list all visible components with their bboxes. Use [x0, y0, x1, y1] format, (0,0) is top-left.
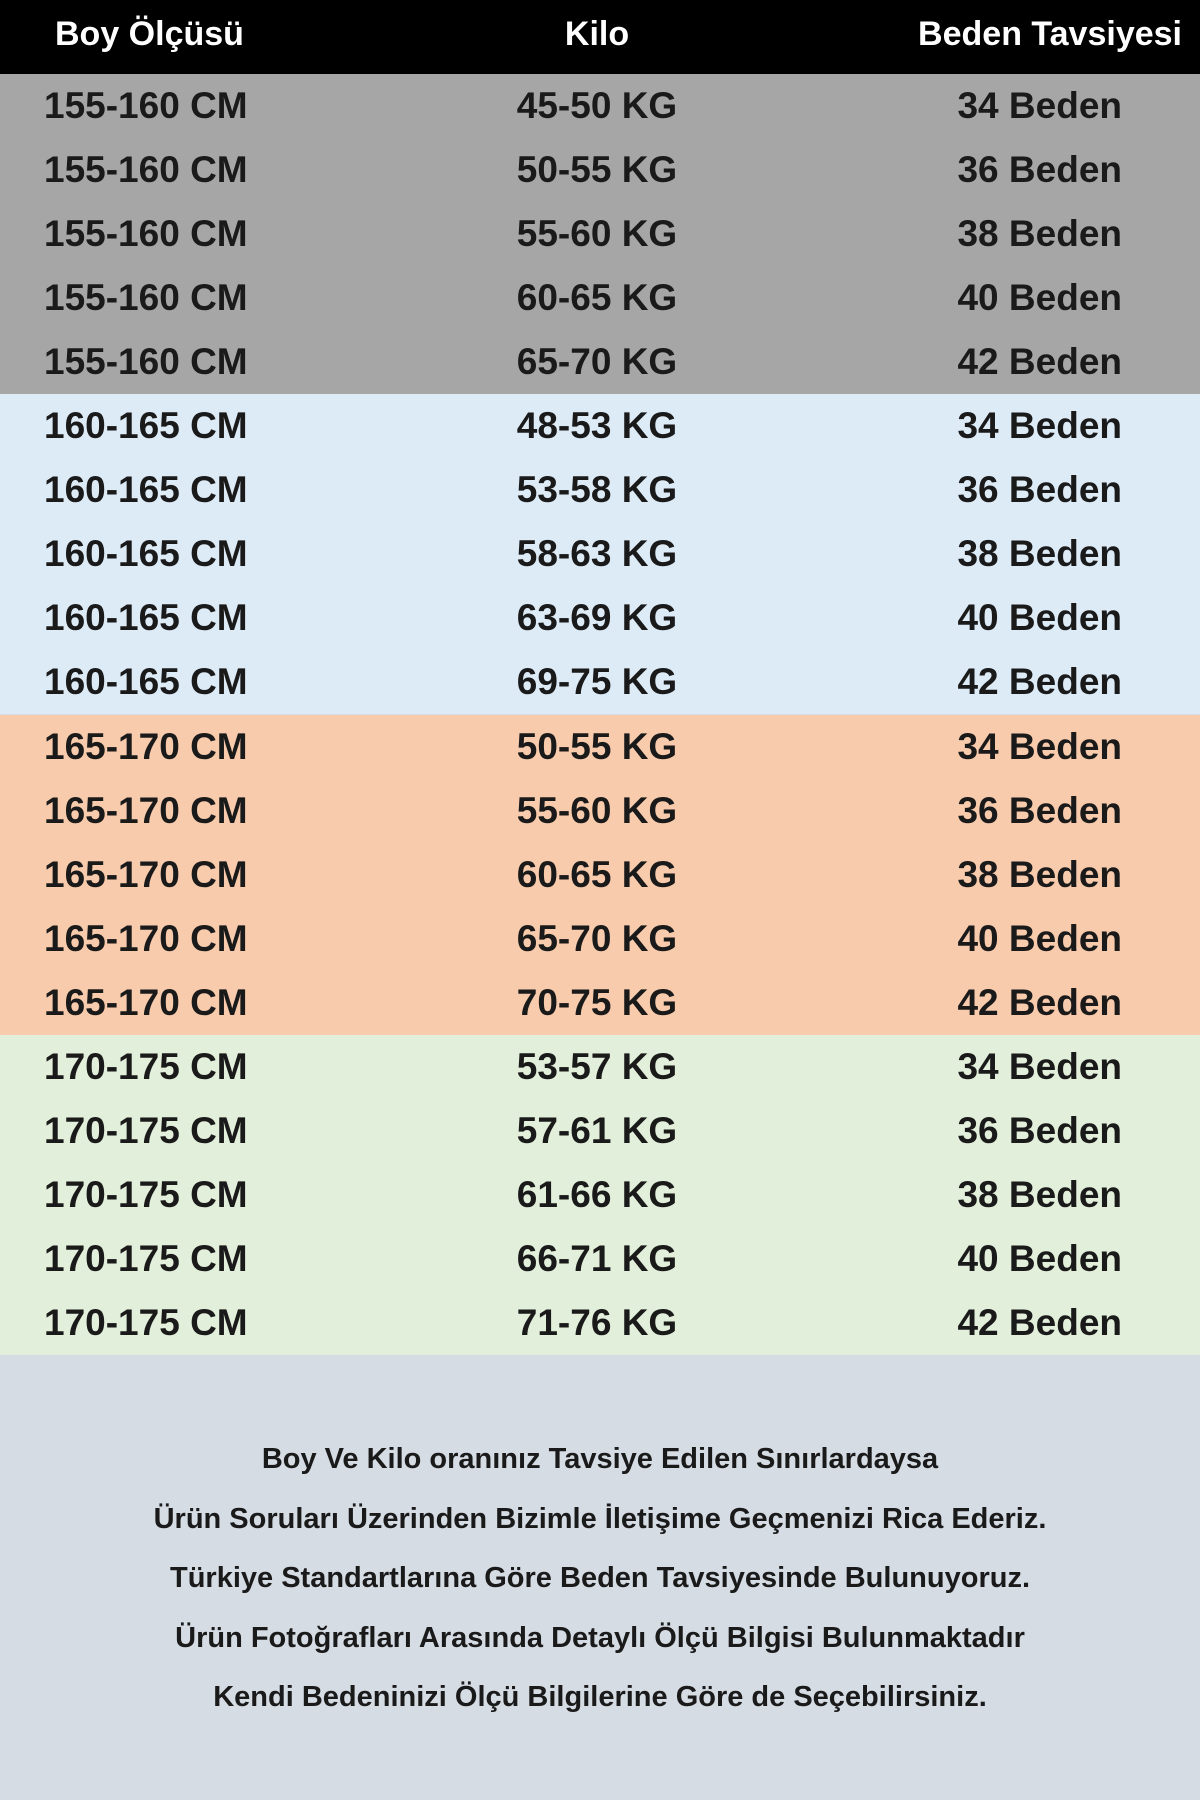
table-cell: 34 Beden: [957, 1045, 1122, 1087]
footer-line: Ürün Fotoğrafları Arasında Detaylı Ölçü …: [175, 1621, 1025, 1654]
table-cell: 38 Beden: [957, 213, 1122, 255]
table-cell: 40 Beden: [957, 917, 1122, 959]
table-cell: 170-175 CM: [44, 1045, 248, 1087]
header-cell: Boy Ölçüsü: [55, 15, 244, 53]
table-row: 170-175 CM 53-57 KG 34 Beden: [0, 1034, 1200, 1099]
header-cell: Beden Tavsiyesi: [918, 15, 1182, 53]
table-cell: 61-66 KG: [516, 1173, 678, 1215]
table-cell: 40 Beden: [957, 277, 1122, 319]
table-cell: 165-170 CM: [44, 981, 248, 1023]
table-cell: 165-170 CM: [44, 853, 248, 895]
table-cell: 155-160 CM: [44, 213, 248, 255]
table-cell: 155-160 CM: [44, 341, 248, 383]
table-cell: 60-65 KG: [516, 853, 678, 895]
table-cell: 36 Beden: [957, 789, 1122, 831]
table-row: 155-160 CM 65-70 KG 42 Beden: [0, 330, 1200, 395]
table-cell: 160-165 CM: [44, 597, 248, 639]
table-cell: 160-165 CM: [44, 661, 248, 703]
table-cell: 160-165 CM: [44, 533, 248, 575]
table-row: 170-175 CM 61-66 KG 38 Beden: [0, 1162, 1200, 1227]
table-row: 155-160 CM 60-65 KG 40 Beden: [0, 266, 1200, 331]
table-row: 170-175 CM 57-61 KG 36 Beden: [0, 1098, 1200, 1163]
table-cell: 160-165 CM: [44, 405, 248, 447]
table-cell: 55-60 KG: [516, 789, 678, 831]
table-cell: 48-53 KG: [516, 405, 678, 447]
table-cell: 45-50 KG: [516, 85, 678, 126]
table-cell: 40 Beden: [957, 1237, 1122, 1279]
table-row: 170-175 CM 71-76 KG 42 Beden: [0, 1290, 1200, 1355]
table-cell: 42 Beden: [957, 661, 1122, 703]
table-row: 160-165 CM 48-53 KG 34 Beden: [0, 394, 1200, 459]
table-row: 170-175 CM 66-71 KG 40 Beden: [0, 1226, 1200, 1291]
footer-line: Kendi Bedeninizi Ölçü Bilgilerine Göre d…: [213, 1681, 987, 1713]
table-row: 165-170 CM 70-75 KG 42 Beden: [0, 970, 1200, 1035]
table-cell: 38 Beden: [957, 533, 1122, 575]
table-cell: 65-70 KG: [516, 341, 678, 383]
table-cell: 60-65 KG: [516, 277, 678, 319]
table-row: 155-160 CM 50-55 KG 36 Beden: [0, 138, 1200, 203]
table-cell: 42 Beden: [957, 1301, 1122, 1343]
table-cell: 55-60 KG: [516, 213, 678, 255]
table-cell: 170-175 CM: [44, 1237, 248, 1279]
header-cell: Kilo: [564, 15, 630, 53]
table-row: 165-170 CM 65-70 KG 40 Beden: [0, 906, 1200, 971]
footer-line: Boy Ve Kilo oranınız Tavsiye Edilen Sını…: [261, 1443, 939, 1475]
table-cell: 36 Beden: [957, 149, 1122, 191]
table-cell: 165-170 CM: [44, 725, 248, 767]
table-row: 165-170 CM 55-60 KG 36 Beden: [0, 778, 1200, 843]
table-cell: 42 Beden: [957, 341, 1122, 383]
table-cell: 170-175 CM: [44, 1301, 248, 1343]
table-cell: 36 Beden: [957, 469, 1122, 511]
table-header: Boy Ölçüsü Kilo Beden Tavsiyesi: [0, 0, 1200, 74]
table-cell: 160-165 CM: [44, 469, 248, 511]
table-cell: 165-170 CM: [44, 789, 248, 831]
table-row: 160-165 CM 53-58 KG 36 Beden: [0, 458, 1200, 523]
table-cell: 155-160 CM: [44, 85, 248, 126]
table-cell: 170-175 CM: [44, 1173, 248, 1215]
table-cell: 40 Beden: [957, 597, 1122, 639]
table-cell: 50-55 KG: [516, 725, 678, 767]
table-row: 160-165 CM 63-69 KG 40 Beden: [0, 586, 1200, 651]
table-cell: 58-63 KG: [516, 533, 678, 575]
table-row: 155-160 CM 55-60 KG 38 Beden: [0, 202, 1200, 267]
table-cell: 34 Beden: [957, 85, 1122, 126]
table-cell: 57-61 KG: [516, 1109, 678, 1151]
table-cell: 66-71 KG: [516, 1237, 678, 1279]
table-cell: 70-75 KG: [516, 981, 678, 1023]
table-cell: 50-55 KG: [516, 149, 678, 191]
table-cell: 165-170 CM: [44, 917, 248, 959]
table-row: 160-165 CM 69-75 KG 42 Beden: [0, 650, 1200, 715]
table-row: 155-160 CM 45-50 KG 34 Beden: [0, 74, 1200, 138]
table-cell: 53-58 KG: [516, 469, 678, 511]
table-cell: 34 Beden: [957, 725, 1122, 767]
table-cell: 155-160 CM: [44, 277, 248, 319]
table-cell: 155-160 CM: [44, 149, 248, 191]
table-cell: 65-70 KG: [516, 917, 678, 959]
table-cell: 38 Beden: [957, 853, 1122, 895]
table-row: 160-165 CM 58-63 KG 38 Beden: [0, 522, 1200, 587]
table-row: 165-170 CM 60-65 KG 38 Beden: [0, 842, 1200, 907]
table-cell: 71-76 KG: [516, 1301, 678, 1343]
table-cell: 69-75 KG: [516, 661, 678, 703]
table-cell: 170-175 CM: [44, 1109, 248, 1151]
table-cell: 36 Beden: [957, 1109, 1122, 1151]
table-row: 165-170 CM 50-55 KG 34 Beden: [0, 714, 1200, 779]
footer-line: Türkiye Standartlarına Göre Beden Tavsiy…: [169, 1562, 1031, 1594]
table-cell: 53-57 KG: [516, 1045, 678, 1087]
table-cell: 38 Beden: [957, 1173, 1122, 1215]
table-cell: 34 Beden: [957, 405, 1122, 447]
footer-line: Ürün Soruları Üzerinden Bizimle İletişim…: [153, 1502, 1047, 1535]
table-cell: 42 Beden: [957, 981, 1122, 1023]
table-cell: 63-69 KG: [516, 597, 678, 639]
footer-note: Boy Ve Kilo oranınız Tavsiye Edilen Sını…: [0, 1355, 1200, 1800]
